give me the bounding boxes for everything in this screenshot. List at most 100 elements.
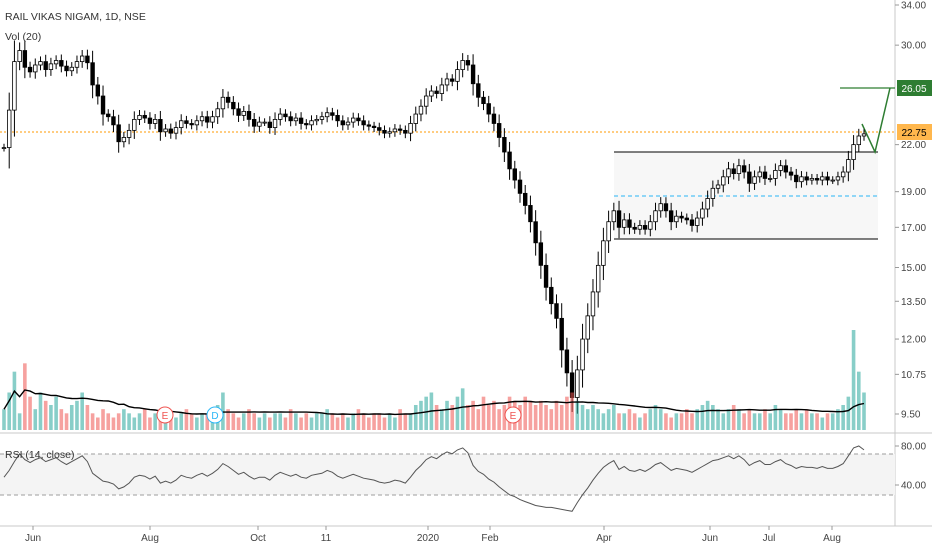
candle <box>345 117 351 130</box>
candle <box>663 197 669 218</box>
price-axis[interactable]: 34.00 30.00 22.00 19.00 17.00 15.00 13.50 12.00… <box>895 1 926 421</box>
price-tick: 19.00 <box>895 187 926 198</box>
volume-bar <box>440 409 444 430</box>
volume-bar <box>476 409 481 430</box>
candle <box>111 109 116 133</box>
time-tick: Jul <box>763 526 775 544</box>
volume-bar <box>54 396 58 430</box>
candle <box>653 202 658 231</box>
price-tick: 13.50 <box>895 297 926 308</box>
candle <box>184 115 189 129</box>
volume-bar <box>700 405 705 430</box>
volume-bar <box>64 413 69 430</box>
candle <box>851 135 856 170</box>
candle <box>288 111 293 127</box>
volume-bar <box>580 405 585 430</box>
volume-bar <box>690 413 694 430</box>
candle <box>85 49 90 70</box>
volume-bar <box>283 417 288 430</box>
volume-bar <box>111 417 116 430</box>
target-price-badge: 26.05 <box>897 80 932 96</box>
volume-bar <box>382 417 387 430</box>
volume-bar <box>273 413 277 430</box>
volume-bar <box>278 413 283 430</box>
candle <box>38 56 43 71</box>
svg-text:40.00: 40.00 <box>901 481 926 492</box>
volume-bar <box>648 409 653 430</box>
volume-bar <box>705 400 710 430</box>
volume-bar <box>33 409 38 430</box>
candle <box>496 114 502 148</box>
candle <box>314 115 319 126</box>
candle <box>158 110 163 141</box>
svg-text:Feb: Feb <box>481 533 499 544</box>
volume-bar <box>658 409 663 430</box>
candle <box>382 125 387 139</box>
svg-text:19.00: 19.00 <box>901 187 926 198</box>
candle <box>74 55 80 74</box>
volume-bar <box>80 392 84 430</box>
candle <box>481 91 486 111</box>
candle <box>585 303 590 354</box>
svg-text:Aug: Aug <box>823 533 841 544</box>
volume-bar <box>361 413 366 430</box>
candle <box>856 128 861 153</box>
candle <box>470 54 476 96</box>
candle <box>809 173 815 185</box>
candle <box>533 210 538 256</box>
volume-ma-line <box>3 389 865 416</box>
candle <box>241 106 246 121</box>
volume-bar <box>471 400 475 430</box>
volume-bar <box>622 413 627 430</box>
volume-bar <box>784 413 788 430</box>
candle <box>627 213 632 235</box>
volume-bar <box>638 417 642 430</box>
time-tick: Apr <box>596 526 612 544</box>
earnings-marker[interactable]: E <box>504 406 522 424</box>
volume-bar <box>195 417 199 430</box>
candle <box>59 54 64 73</box>
volume-bar <box>268 417 272 430</box>
svg-text:34.00: 34.00 <box>901 1 926 12</box>
volume-bar <box>387 413 392 430</box>
svg-text:Oct: Oct <box>250 533 266 544</box>
dividend-marker[interactable]: D <box>206 406 224 424</box>
volume-bar <box>856 371 861 430</box>
volume-bar <box>763 409 767 430</box>
candle <box>757 166 762 183</box>
candle <box>637 220 643 235</box>
time-axis[interactable]: Jun Aug Oct 11 2020 Feb Apr Jun Jul Aug <box>25 526 841 544</box>
candle <box>304 119 309 130</box>
volume-bar <box>820 417 825 430</box>
svg-text:15.00: 15.00 <box>901 263 926 274</box>
candle <box>429 85 434 102</box>
rsi-label: RSI (14, close) <box>5 449 74 461</box>
volume-bar <box>356 409 361 430</box>
rsi-axis[interactable]: 80.00 40.00 <box>895 442 926 492</box>
volume-bars-group <box>2 330 866 430</box>
volume-bar <box>825 413 830 430</box>
volume-bar <box>85 405 90 430</box>
candle <box>616 200 622 239</box>
volume-bar <box>23 363 27 430</box>
volume-bar <box>116 413 121 430</box>
projection-path[interactable] <box>861 87 891 155</box>
svg-text:22.75: 22.75 <box>901 128 926 139</box>
candle <box>773 163 778 186</box>
candle <box>215 101 220 124</box>
volume-bar <box>236 417 241 430</box>
earnings-marker[interactable]: E <box>156 406 174 424</box>
candle <box>298 112 304 130</box>
volume-bar <box>674 413 679 430</box>
volume-bar <box>612 405 616 430</box>
volume-bar <box>106 413 111 430</box>
candle <box>236 102 241 122</box>
svg-text:Jun: Jun <box>702 533 718 544</box>
candle <box>465 54 471 71</box>
volume-bar <box>841 405 845 430</box>
volume-bar <box>747 409 752 430</box>
volume-bar <box>325 409 329 430</box>
price-tick: 12.00 <box>895 335 926 346</box>
volume-bar <box>794 409 799 430</box>
